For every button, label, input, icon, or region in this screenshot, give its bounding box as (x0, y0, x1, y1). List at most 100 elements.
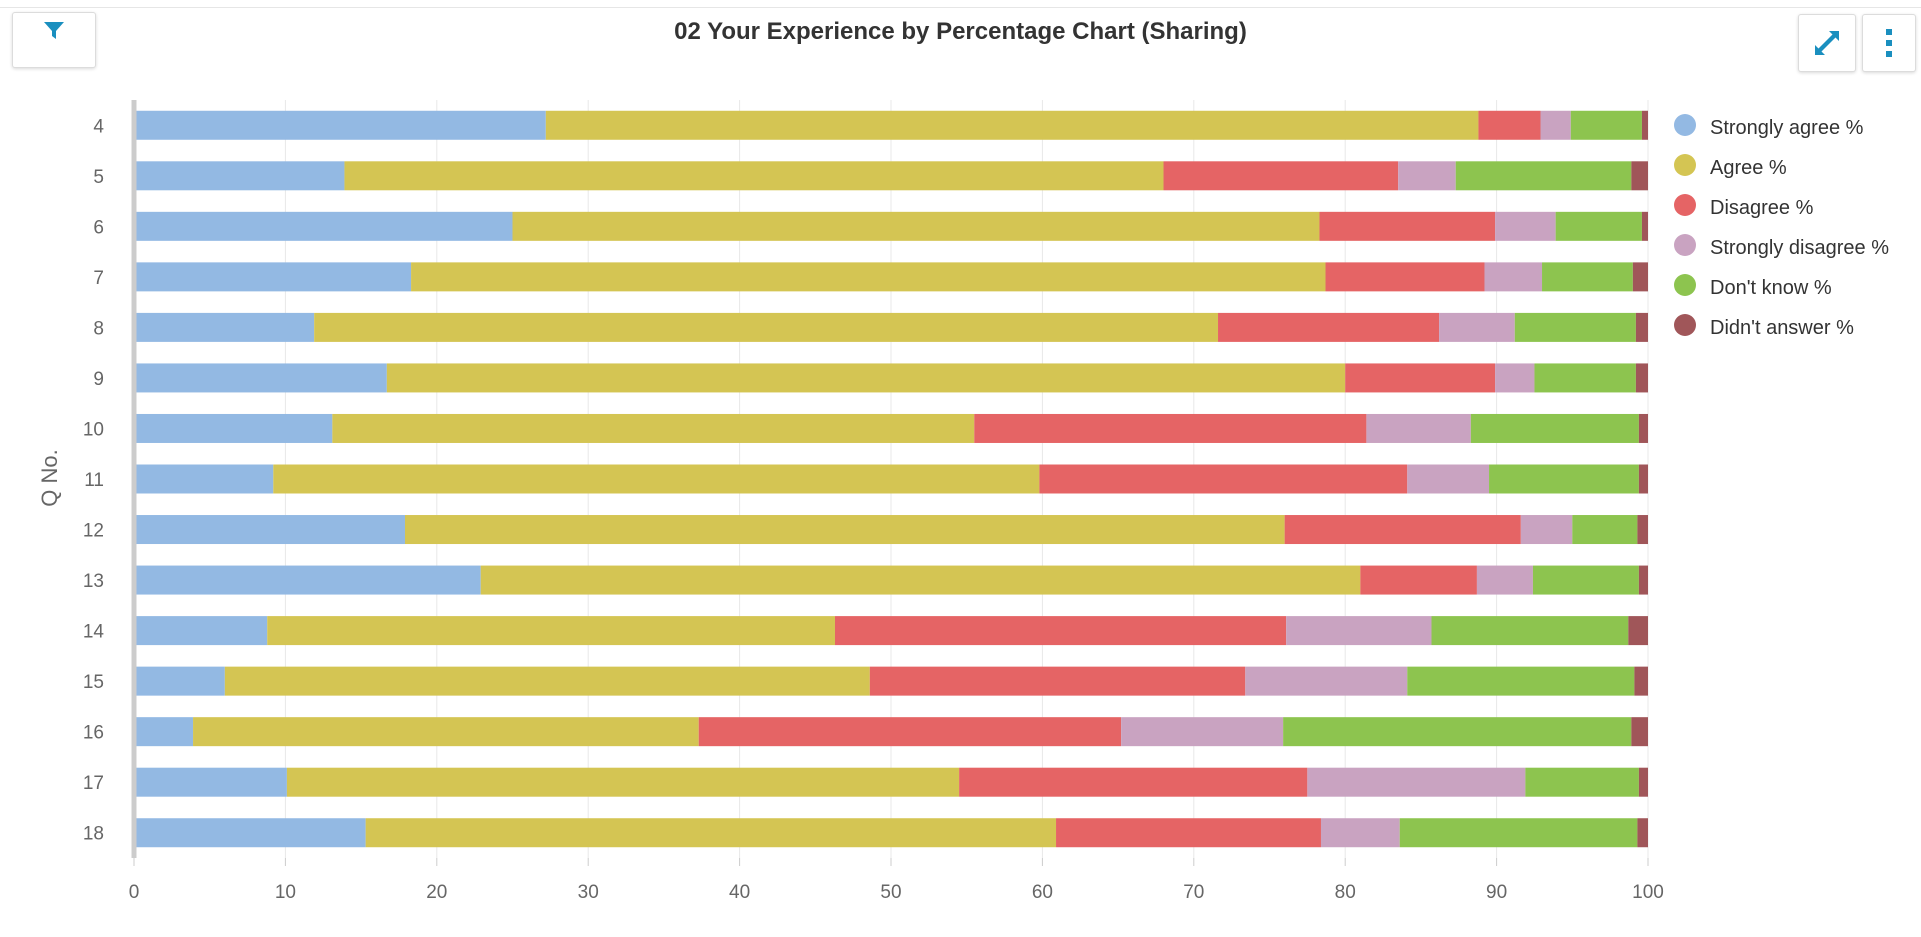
bar-segment[interactable] (1283, 717, 1632, 747)
bar-segment[interactable] (698, 717, 1122, 747)
bar-segment[interactable] (1484, 262, 1543, 292)
bar-segment[interactable] (1121, 717, 1284, 747)
bar-segment[interactable] (1638, 565, 1648, 595)
bar-segment[interactable] (1638, 413, 1648, 443)
bar-segment[interactable] (869, 666, 1246, 696)
bar-segment[interactable] (1637, 515, 1648, 545)
expand-button[interactable] (1798, 14, 1856, 72)
bar-segment[interactable] (1399, 818, 1638, 848)
bar-segment[interactable] (1634, 666, 1648, 696)
bar-segment[interactable] (1628, 616, 1648, 646)
bar-segment[interactable] (1632, 262, 1648, 292)
bar-segment[interactable] (193, 717, 699, 747)
bar-segment[interactable] (134, 515, 406, 545)
bar-segment[interactable] (134, 413, 333, 443)
bar-segment[interactable] (1555, 211, 1642, 241)
bar-segment[interactable] (1534, 363, 1636, 393)
filter-button[interactable] (12, 12, 96, 68)
bar-segment[interactable] (332, 413, 975, 443)
bar-segment[interactable] (134, 161, 345, 191)
bar-segment[interactable] (1320, 818, 1400, 848)
bar-segment[interactable] (1431, 616, 1629, 646)
bar-segment[interactable] (512, 211, 1320, 241)
bar-segment[interactable] (1163, 161, 1399, 191)
bar-segment[interactable] (134, 464, 274, 494)
bar-segment[interactable] (1520, 515, 1573, 545)
bar-segment[interactable] (134, 818, 366, 848)
bar-segment[interactable] (134, 211, 513, 241)
bar-segment[interactable] (1439, 312, 1515, 342)
bar-segment[interactable] (405, 515, 1285, 545)
legend-item[interactable]: Strongly disagree % (1674, 228, 1889, 268)
bar-segment[interactable] (1478, 110, 1541, 140)
bar-segment[interactable] (286, 767, 960, 797)
bar-segment[interactable] (134, 666, 225, 696)
bar-segment[interactable] (1631, 717, 1648, 747)
bar-segment[interactable] (134, 717, 194, 747)
bar-segment[interactable] (1407, 666, 1635, 696)
bar-segment[interactable] (1572, 515, 1638, 545)
legend-item[interactable]: Don't know % (1674, 268, 1889, 308)
bar-segment[interactable] (1056, 818, 1321, 848)
bar-segment[interactable] (1495, 363, 1535, 393)
bar-segment[interactable] (1631, 161, 1648, 191)
bar-segment[interactable] (1307, 767, 1526, 797)
bar-segment[interactable] (267, 616, 835, 646)
bar-segment[interactable] (1635, 363, 1648, 393)
bar-segment[interactable] (1637, 818, 1648, 848)
legend-item[interactable]: Agree % (1674, 148, 1889, 188)
bar-segment[interactable] (1514, 312, 1636, 342)
bar-segment[interactable] (1532, 565, 1639, 595)
bar-segment[interactable] (1325, 262, 1485, 292)
bar-segment[interactable] (1286, 616, 1432, 646)
bar-segment[interactable] (134, 767, 287, 797)
bar-segment[interactable] (1345, 363, 1496, 393)
bar-segment[interactable] (1489, 464, 1639, 494)
y-tick-label: 12 (83, 521, 104, 542)
bar-segment[interactable] (1245, 666, 1408, 696)
bar-segment[interactable] (134, 565, 481, 595)
bar-segment[interactable] (386, 363, 1346, 393)
bar-segment[interactable] (224, 666, 870, 696)
bar-segment[interactable] (134, 616, 268, 646)
bar-segment[interactable] (480, 565, 1361, 595)
bar-segment[interactable] (1455, 161, 1632, 191)
bar-segment[interactable] (1470, 413, 1639, 443)
bar-segment[interactable] (1407, 464, 1490, 494)
bar-segment[interactable] (1635, 312, 1648, 342)
legend-item[interactable]: Didn't answer % (1674, 308, 1889, 348)
bar-segment[interactable] (134, 312, 315, 342)
bar-segment[interactable] (974, 413, 1367, 443)
bar-segment[interactable] (134, 363, 387, 393)
legend-item[interactable]: Strongly agree % (1674, 108, 1889, 148)
bar-segment[interactable] (545, 110, 1479, 140)
bar-segment[interactable] (134, 262, 412, 292)
bar-segment[interactable] (1495, 211, 1556, 241)
bar-segment[interactable] (1398, 161, 1456, 191)
bar-segment[interactable] (1525, 767, 1639, 797)
legend-item[interactable]: Disagree % (1674, 188, 1889, 228)
bar-segment[interactable] (411, 262, 1326, 292)
bar-segment[interactable] (1570, 110, 1642, 140)
bar-segment[interactable] (134, 110, 546, 140)
bar-segment[interactable] (273, 464, 1040, 494)
bar-segment[interactable] (1638, 464, 1648, 494)
bar-segment[interactable] (834, 616, 1287, 646)
bar-segment[interactable] (1540, 110, 1571, 140)
bar-segment[interactable] (1366, 413, 1471, 443)
bar-segment[interactable] (365, 818, 1057, 848)
bar-segment[interactable] (1360, 565, 1477, 595)
bar-segment[interactable] (1542, 262, 1633, 292)
bar-segment[interactable] (959, 767, 1308, 797)
bar-segment[interactable] (1638, 767, 1648, 797)
bar-segment[interactable] (1641, 211, 1648, 241)
more-options-button[interactable] (1862, 14, 1916, 72)
bar-segment[interactable] (344, 161, 1164, 191)
bar-segment[interactable] (1218, 312, 1440, 342)
bar-segment[interactable] (1641, 110, 1648, 140)
bar-segment[interactable] (314, 312, 1219, 342)
bar-segment[interactable] (1476, 565, 1533, 595)
bar-segment[interactable] (1039, 464, 1408, 494)
bar-segment[interactable] (1284, 515, 1521, 545)
bar-segment[interactable] (1319, 211, 1496, 241)
